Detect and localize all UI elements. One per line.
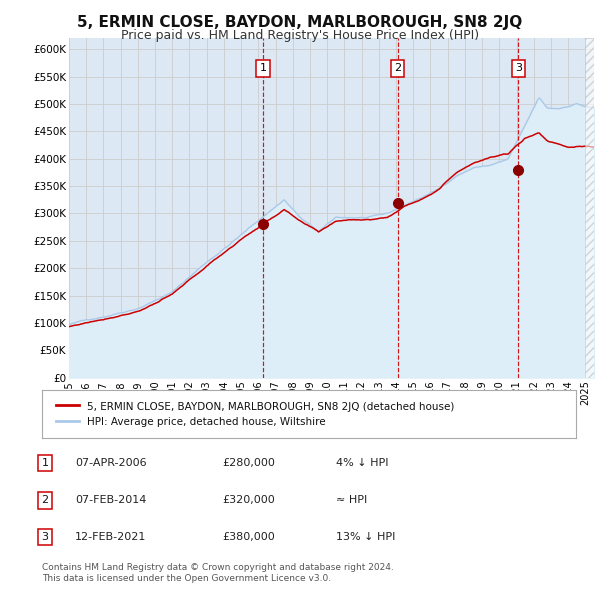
Text: 4% ↓ HPI: 4% ↓ HPI xyxy=(336,458,389,468)
Text: 1: 1 xyxy=(259,64,266,73)
Text: 3: 3 xyxy=(515,64,522,73)
Text: 12-FEB-2021: 12-FEB-2021 xyxy=(75,532,146,542)
Text: 3: 3 xyxy=(41,532,49,542)
Text: £320,000: £320,000 xyxy=(222,496,275,505)
Text: Contains HM Land Registry data © Crown copyright and database right 2024.
This d: Contains HM Land Registry data © Crown c… xyxy=(42,563,394,583)
Text: £380,000: £380,000 xyxy=(222,532,275,542)
Legend: 5, ERMIN CLOSE, BAYDON, MARLBOROUGH, SN8 2JQ (detached house), HPI: Average pric: 5, ERMIN CLOSE, BAYDON, MARLBOROUGH, SN8… xyxy=(53,398,457,430)
Text: 2: 2 xyxy=(41,496,49,505)
Text: 07-FEB-2014: 07-FEB-2014 xyxy=(75,496,146,505)
Text: 5, ERMIN CLOSE, BAYDON, MARLBOROUGH, SN8 2JQ: 5, ERMIN CLOSE, BAYDON, MARLBOROUGH, SN8… xyxy=(77,15,523,30)
Text: 07-APR-2006: 07-APR-2006 xyxy=(75,458,146,468)
Text: 13% ↓ HPI: 13% ↓ HPI xyxy=(336,532,395,542)
Text: 2: 2 xyxy=(394,64,401,73)
Text: £280,000: £280,000 xyxy=(222,458,275,468)
Text: Price paid vs. HM Land Registry's House Price Index (HPI): Price paid vs. HM Land Registry's House … xyxy=(121,29,479,42)
Text: ≈ HPI: ≈ HPI xyxy=(336,496,367,505)
Text: 1: 1 xyxy=(41,458,49,468)
